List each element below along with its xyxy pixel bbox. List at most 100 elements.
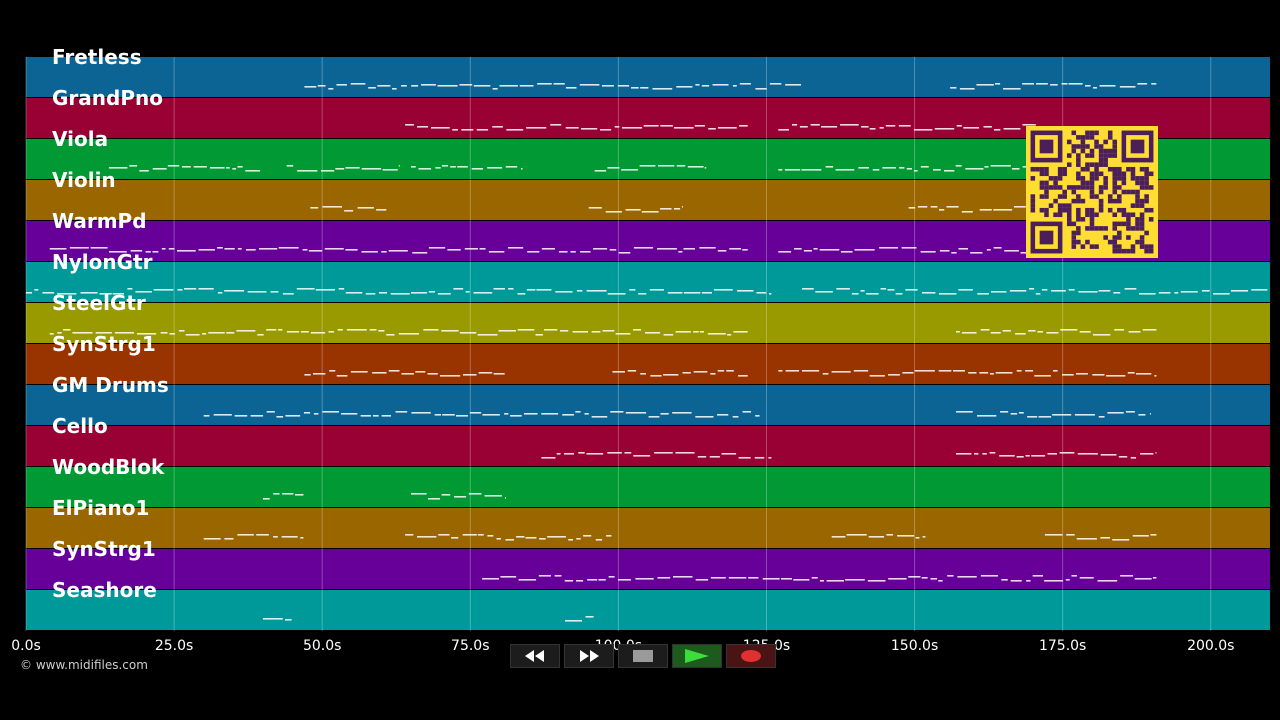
note-mark — [769, 83, 782, 85]
note-mark — [1230, 290, 1249, 292]
note-mark — [496, 538, 501, 540]
note-mark — [315, 289, 336, 291]
note-mark — [181, 166, 191, 168]
note-mark — [591, 416, 608, 418]
note-mark — [317, 85, 326, 87]
note-mark — [854, 249, 875, 251]
note-mark — [198, 249, 215, 251]
stop-button[interactable] — [618, 644, 668, 668]
note-mark — [337, 329, 343, 331]
note-mark — [1100, 454, 1117, 456]
note-mark — [336, 84, 347, 86]
note-mark — [1093, 334, 1111, 336]
note-mark — [1044, 534, 1063, 536]
note-mark — [69, 247, 89, 249]
note-mark — [886, 534, 893, 536]
note-mark — [493, 288, 505, 290]
time-tick-label: 175.0s — [1038, 638, 1087, 654]
note-mark — [312, 373, 326, 375]
note-mark — [1137, 83, 1148, 85]
note-mark — [676, 165, 686, 167]
note-mark — [825, 166, 834, 168]
note-mark — [525, 537, 537, 539]
note-mark — [273, 493, 280, 495]
note-mark — [169, 333, 175, 335]
note-mark — [136, 333, 157, 335]
note-mark — [454, 496, 467, 498]
note-mark — [648, 416, 660, 418]
fast-forward-button[interactable] — [564, 644, 614, 668]
note-mark — [898, 125, 911, 127]
note-mark — [198, 288, 214, 290]
note-mark — [836, 288, 850, 290]
note-mark — [660, 208, 672, 210]
note-mark — [217, 247, 223, 249]
note-mark — [441, 330, 459, 332]
note-mark — [554, 575, 562, 577]
note-mark — [991, 291, 1007, 293]
note-mark — [224, 538, 234, 540]
note-mark — [1100, 537, 1110, 539]
rewind-button[interactable] — [510, 644, 560, 668]
note-mark — [398, 165, 400, 167]
note-mark — [882, 167, 896, 169]
note-mark — [1009, 290, 1027, 292]
note-mark — [801, 370, 820, 372]
note-mark — [80, 292, 98, 294]
note-mark — [1098, 416, 1105, 418]
note-mark — [256, 534, 269, 536]
note-mark — [565, 620, 582, 622]
note-mark — [520, 168, 523, 170]
note-mark — [1038, 416, 1052, 418]
note-mark — [815, 291, 833, 293]
note-mark — [956, 411, 973, 413]
note-mark — [459, 84, 473, 86]
note-mark — [382, 169, 398, 171]
note-mark — [282, 493, 294, 495]
note-mark — [300, 331, 309, 333]
note-mark — [778, 370, 783, 372]
note-mark — [633, 247, 654, 249]
note-mark — [177, 289, 183, 291]
note-mark — [361, 168, 382, 170]
note-mark — [392, 88, 397, 90]
note-mark — [580, 251, 591, 253]
note-mark — [372, 372, 387, 374]
note-mark — [135, 291, 152, 293]
note-mark — [667, 292, 683, 294]
note-mark — [570, 251, 576, 253]
note-mark — [713, 289, 733, 291]
note-mark — [640, 87, 649, 89]
note-mark — [247, 291, 267, 293]
play-button[interactable] — [672, 644, 722, 668]
note-mark — [1213, 293, 1230, 295]
note-mark — [1114, 329, 1125, 331]
note-mark — [813, 248, 818, 250]
note-mark — [507, 247, 524, 249]
note-mark — [377, 85, 391, 87]
time-tick-label: 200.0s — [1187, 638, 1235, 654]
note-mark — [938, 370, 952, 372]
note-mark — [286, 331, 300, 333]
record-button[interactable] — [726, 644, 776, 668]
note-mark — [304, 86, 317, 88]
note-mark — [310, 207, 319, 209]
note-mark — [517, 293, 526, 295]
note-mark — [899, 167, 905, 169]
note-mark — [1047, 453, 1057, 455]
note-mark — [423, 329, 439, 331]
note-mark — [993, 129, 1001, 131]
note-mark — [437, 85, 458, 87]
note-mark — [276, 416, 284, 418]
note-mark — [90, 247, 108, 249]
track-label: SteelGtr — [52, 291, 146, 315]
note-mark — [721, 453, 737, 455]
note-mark — [1138, 414, 1146, 416]
note-mark — [473, 85, 491, 87]
note-mark — [663, 374, 679, 376]
note-mark — [866, 293, 879, 295]
note-mark — [869, 375, 885, 377]
note-mark — [802, 288, 814, 290]
note-mark — [902, 372, 914, 374]
note-mark — [1078, 291, 1098, 293]
